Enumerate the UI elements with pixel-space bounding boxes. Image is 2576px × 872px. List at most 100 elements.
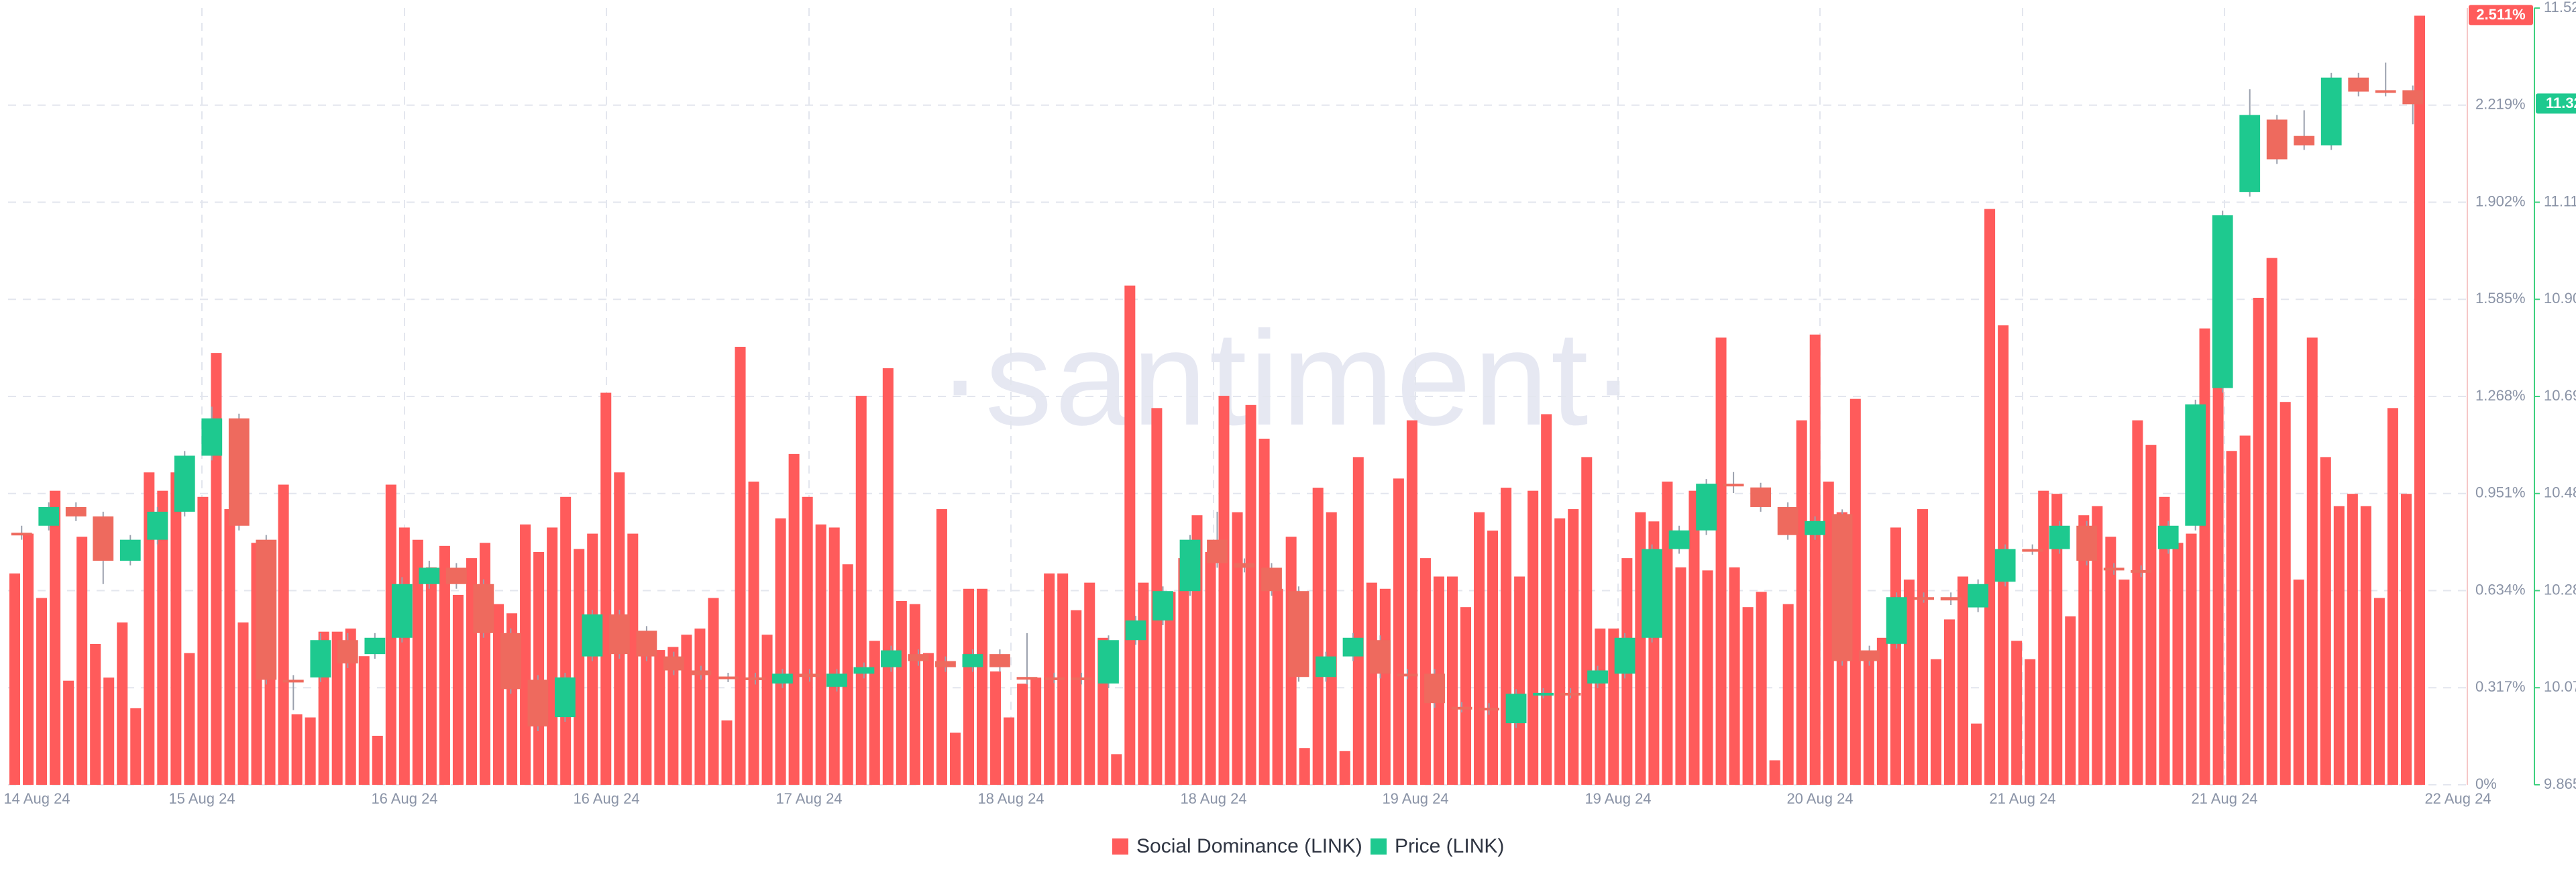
candle-body — [881, 650, 902, 667]
y-tick-label: 1.902% — [2475, 193, 2526, 209]
candle-body — [582, 614, 603, 657]
bar — [1984, 209, 1996, 785]
candle-body — [2049, 525, 2070, 549]
candle-body — [1994, 549, 2016, 582]
bar — [1823, 481, 1834, 785]
bar — [788, 453, 800, 785]
bar — [2145, 445, 2157, 785]
bar — [1944, 619, 1955, 785]
bar — [520, 524, 531, 785]
bar — [1326, 512, 1337, 785]
bar — [439, 545, 450, 785]
candle-body — [1560, 692, 1581, 696]
bar — [412, 539, 423, 785]
bar — [1541, 414, 1552, 785]
bar — [963, 588, 974, 785]
y-tick-label: 0% — [2475, 775, 2497, 792]
x-tick-label: 19 Aug 24 — [1382, 790, 1448, 807]
bar — [2025, 659, 2036, 785]
bar — [90, 643, 101, 785]
candle-body — [1261, 567, 1282, 592]
bar — [2253, 297, 2264, 785]
bar — [909, 604, 920, 785]
candle-body — [445, 567, 467, 584]
bar — [2279, 402, 2291, 785]
candle-body — [2266, 119, 2288, 160]
candle-body — [2131, 569, 2152, 573]
bar — [1111, 754, 1122, 785]
bar — [1769, 760, 1780, 785]
candle-body — [636, 631, 657, 657]
bar — [1124, 285, 1136, 785]
candle-body — [2103, 567, 2125, 571]
candle-body — [2076, 525, 2098, 561]
bar — [1863, 653, 1874, 785]
bar — [2373, 598, 2385, 785]
bar — [372, 735, 383, 785]
bar — [735, 347, 746, 785]
bar — [802, 496, 813, 785]
bar — [50, 490, 61, 785]
bar — [936, 509, 947, 785]
bar — [1675, 567, 1686, 785]
x-tick-label: 16 Aug 24 — [573, 790, 639, 807]
bar — [1487, 531, 1499, 785]
legend-label[interactable]: Price (LINK) — [1395, 835, 1504, 857]
bar — [1339, 751, 1350, 785]
x-tick-label: 18 Aug 24 — [1180, 790, 1246, 807]
bar — [2266, 258, 2277, 785]
bar — [2159, 496, 2170, 785]
y-tick-label: 0.634% — [2475, 581, 2526, 598]
candle-body — [1342, 637, 1364, 657]
x-tick-label: 15 Aug 24 — [168, 790, 235, 807]
candle-body — [201, 418, 223, 456]
candle-body — [527, 679, 549, 727]
bar — [170, 472, 182, 785]
bar — [1890, 527, 1901, 785]
candle-body — [364, 637, 386, 655]
candle-body — [2185, 404, 2206, 526]
bar — [2118, 580, 2130, 785]
legend-label[interactable]: Social Dominance (LINK) — [1136, 835, 1362, 857]
candle-body — [228, 418, 250, 526]
bar — [224, 509, 235, 785]
bar — [627, 533, 639, 785]
bar — [63, 680, 74, 785]
bar — [237, 622, 249, 785]
candle-body — [1370, 640, 1391, 674]
bar — [23, 533, 34, 785]
bar — [1501, 488, 1512, 785]
bar — [1004, 717, 1015, 785]
bar — [1742, 607, 1754, 785]
bar — [2347, 494, 2358, 785]
bar — [1702, 570, 1713, 785]
bar — [1809, 334, 1821, 785]
bar — [184, 653, 195, 785]
candle-body — [1288, 591, 1309, 677]
bar — [1138, 582, 1149, 785]
candle-body — [2239, 115, 2261, 193]
candle-body — [718, 676, 739, 679]
bar — [2038, 490, 2049, 785]
bar — [157, 490, 168, 785]
candle-body — [1505, 694, 1527, 724]
bar — [1366, 582, 1377, 785]
candle-body — [1152, 591, 1173, 621]
bar — [2306, 337, 2318, 785]
bar — [2400, 494, 2412, 785]
bar — [990, 671, 1002, 785]
candle-body — [1125, 620, 1146, 641]
bar — [1178, 558, 1189, 785]
y2-tick-label: 10.073 — [2544, 678, 2576, 695]
y-tick-label: 0.951% — [2475, 484, 2526, 501]
bar — [641, 641, 652, 785]
candle-body — [1940, 597, 1962, 601]
candle-body — [1316, 656, 1336, 677]
bar — [358, 656, 370, 785]
candle-body — [119, 539, 141, 561]
last-value-label: 11.323 — [2546, 95, 2576, 111]
candle-body — [1777, 506, 1799, 535]
candle-body — [2375, 90, 2396, 93]
candle-body — [1723, 484, 1744, 487]
